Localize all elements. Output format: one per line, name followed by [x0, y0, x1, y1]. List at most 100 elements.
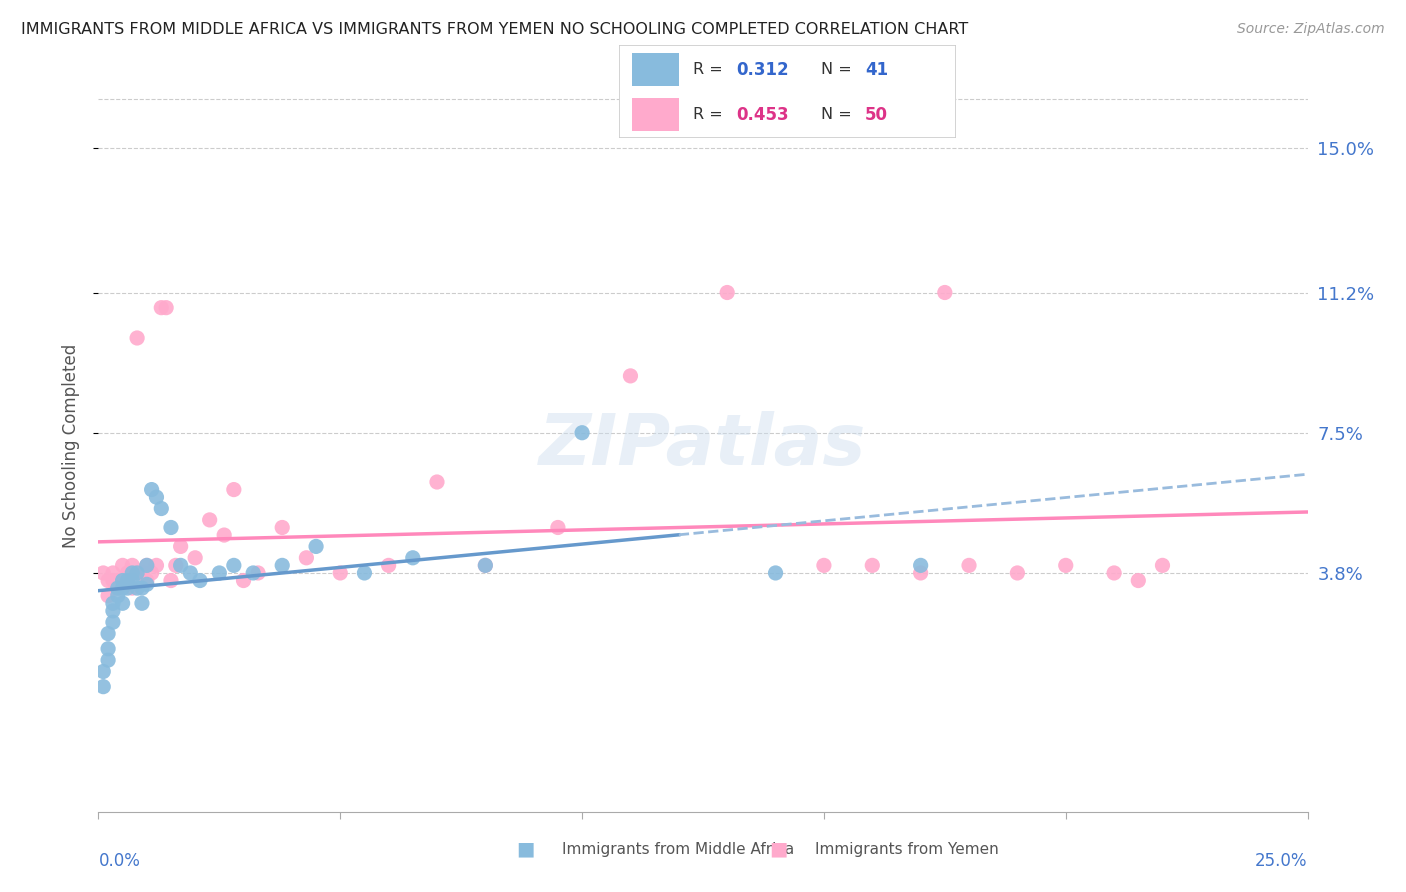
Point [619, 368, 641, 383]
Point [208, 566, 231, 580]
Point [247, 566, 270, 580]
Point [377, 558, 399, 573]
Point [402, 550, 425, 565]
Point [155, 301, 177, 315]
Point [305, 540, 328, 554]
Point [571, 425, 593, 440]
Point [934, 285, 956, 300]
Point [127, 566, 149, 580]
Point [97, 626, 120, 640]
Point [329, 566, 352, 580]
Text: 0.312: 0.312 [737, 61, 789, 78]
Point [131, 581, 153, 595]
Point [474, 558, 496, 573]
Point [222, 483, 245, 497]
Text: N =: N = [821, 107, 858, 122]
Point [1054, 558, 1077, 573]
Point [117, 574, 139, 588]
Text: R =: R = [693, 62, 728, 78]
Point [121, 581, 143, 595]
Point [295, 550, 318, 565]
Point [169, 558, 191, 573]
Point [111, 577, 134, 591]
Point [1152, 558, 1174, 573]
Point [957, 558, 980, 573]
Point [127, 581, 149, 595]
Point [1007, 566, 1029, 580]
Point [813, 558, 835, 573]
Point [107, 581, 129, 595]
Text: Immigrants from Middle Africa: Immigrants from Middle Africa [562, 842, 794, 856]
Text: Source: ZipAtlas.com: Source: ZipAtlas.com [1237, 22, 1385, 37]
Point [222, 558, 245, 573]
Text: 0.453: 0.453 [737, 106, 789, 124]
Point [117, 566, 139, 580]
Point [111, 574, 134, 588]
Text: 25.0%: 25.0% [1256, 852, 1308, 870]
Point [97, 574, 120, 588]
Point [165, 558, 187, 573]
Point [111, 581, 134, 595]
Point [160, 574, 183, 588]
Point [131, 596, 153, 610]
Point [910, 566, 932, 580]
Point [141, 483, 163, 497]
Point [135, 577, 157, 591]
Text: 41: 41 [865, 61, 889, 78]
Point [271, 520, 294, 534]
Point [353, 566, 375, 580]
Point [101, 574, 124, 588]
Point [135, 558, 157, 573]
Point [97, 589, 120, 603]
Point [188, 574, 211, 588]
Point [91, 566, 114, 580]
Point [474, 558, 496, 573]
Point [242, 566, 264, 580]
Text: Immigrants from Yemen: Immigrants from Yemen [815, 842, 1000, 856]
Text: 0.0%: 0.0% [98, 852, 141, 870]
Point [910, 558, 932, 573]
Point [135, 558, 157, 573]
Point [232, 574, 254, 588]
Point [107, 581, 129, 595]
Point [127, 566, 149, 580]
Point [1128, 574, 1150, 588]
Point [141, 566, 163, 580]
FancyBboxPatch shape [633, 53, 679, 86]
Text: ZIPatlas: ZIPatlas [540, 411, 866, 481]
Point [198, 513, 221, 527]
Point [145, 558, 167, 573]
Point [101, 566, 124, 580]
Point [101, 615, 124, 630]
Point [97, 641, 120, 656]
Point [271, 558, 294, 573]
Point [179, 566, 201, 580]
Point [716, 285, 738, 300]
Point [101, 596, 124, 610]
Point [107, 574, 129, 588]
Point [121, 574, 143, 588]
Point [107, 589, 129, 603]
Point [547, 520, 569, 534]
Point [97, 653, 120, 667]
Text: ■: ■ [769, 839, 787, 859]
Point [765, 566, 787, 580]
Y-axis label: No Schooling Completed: No Schooling Completed [62, 344, 80, 548]
Point [135, 574, 157, 588]
Point [111, 558, 134, 573]
FancyBboxPatch shape [633, 98, 679, 131]
Point [131, 566, 153, 580]
Point [145, 490, 167, 504]
Point [212, 528, 235, 542]
Text: IMMIGRANTS FROM MIDDLE AFRICA VS IMMIGRANTS FROM YEMEN NO SCHOOLING COMPLETED CO: IMMIGRANTS FROM MIDDLE AFRICA VS IMMIGRA… [21, 22, 969, 37]
FancyBboxPatch shape [619, 45, 956, 138]
Point [169, 540, 191, 554]
Point [117, 581, 139, 595]
Point [111, 596, 134, 610]
Point [860, 558, 883, 573]
Point [127, 331, 149, 345]
Point [117, 574, 139, 588]
Point [426, 475, 449, 489]
Text: N =: N = [821, 62, 858, 78]
Text: ■: ■ [516, 839, 534, 859]
